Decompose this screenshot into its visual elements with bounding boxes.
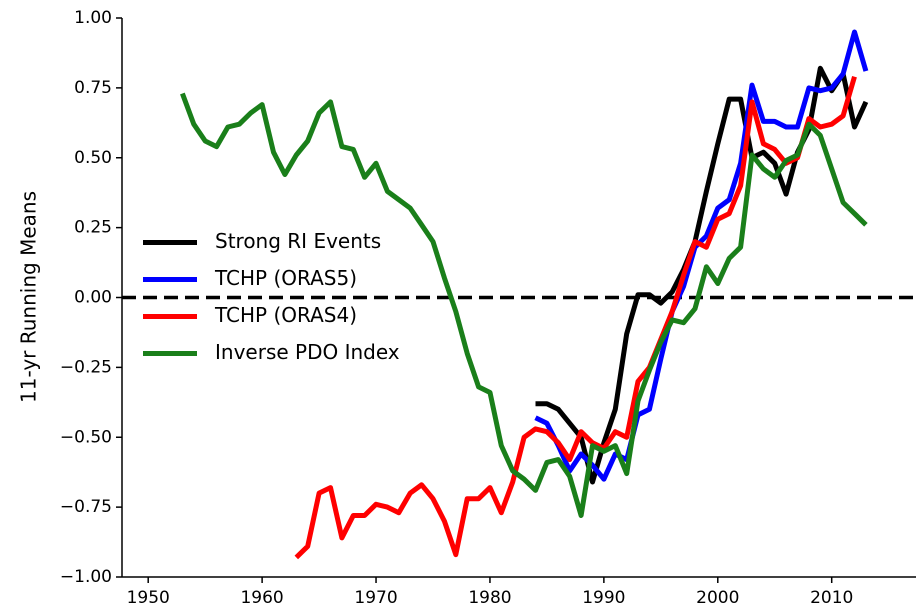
x-tick-label: 1970 [354, 588, 397, 608]
x-tick-label: 1950 [127, 588, 170, 608]
legend-label: Inverse PDO Index [215, 340, 400, 364]
x-tick-label: 1960 [240, 588, 283, 608]
legend-label: Strong RI Events [215, 229, 381, 253]
y-tick-label: −1.00 [60, 567, 112, 587]
x-tick-label: 2010 [810, 588, 853, 608]
y-tick-label: 0.00 [74, 288, 112, 308]
y-tick-label: −0.75 [60, 497, 112, 517]
series-line [180, 92, 868, 518]
y-axis-label: 11-yr Running Means [17, 191, 41, 403]
x-tick-label: 1980 [468, 588, 511, 608]
y-tick-label: 1.00 [74, 8, 112, 28]
y-tick-label: 0.50 [74, 148, 112, 168]
x-tick-label: 2000 [696, 588, 739, 608]
x-tick-label: 1990 [582, 588, 625, 608]
legend-label: TCHP (ORAS4) [214, 303, 357, 327]
y-tick-label: −0.50 [60, 427, 112, 447]
y-tick-label: 0.25 [74, 218, 112, 238]
legend-label: TCHP (ORAS5) [214, 266, 357, 290]
y-tick-label: 0.75 [74, 78, 112, 98]
y-tick-label: −0.25 [60, 357, 112, 377]
series-line [294, 76, 857, 560]
